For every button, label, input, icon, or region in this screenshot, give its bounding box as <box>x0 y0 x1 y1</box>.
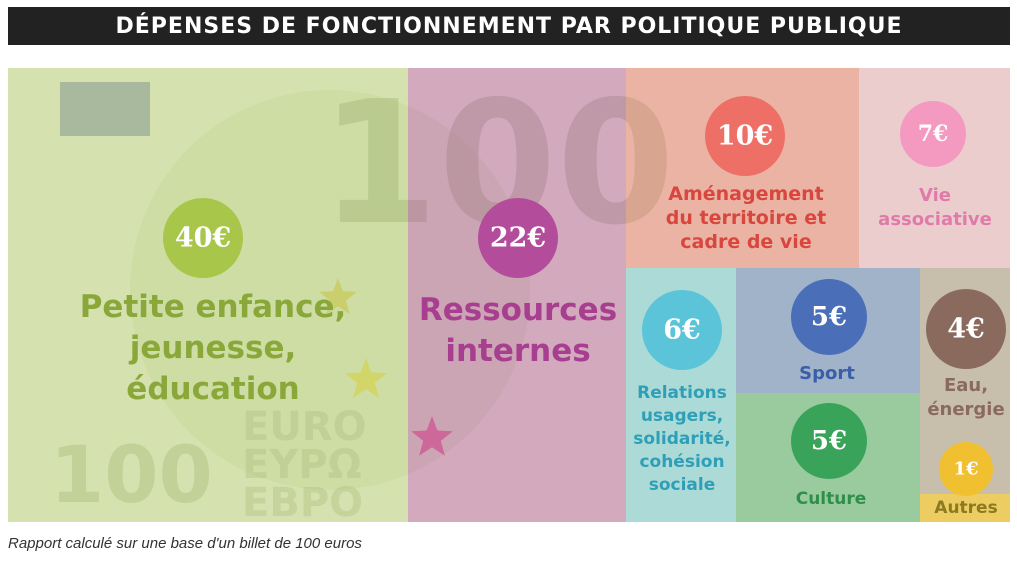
banknote-star-icon <box>345 358 387 398</box>
tile-rect-autres <box>920 494 1010 522</box>
tile-autres: 1€ Autres <box>920 442 1010 522</box>
value-label-sport: 5€ <box>811 302 847 332</box>
value-label-culture: 5€ <box>811 426 847 456</box>
banknote-word: EBPO <box>242 480 363 526</box>
value-label-petite-enfance: 40€ <box>175 223 231 254</box>
category-label-eau-energie: Eau, énergie <box>927 375 1004 420</box>
category-label-autres: Autres <box>934 498 997 518</box>
tile-rect-petite-enfance <box>8 68 408 522</box>
tile-ressources-internes: 22€ Ressources internes <box>408 68 626 522</box>
treemap-tiles: 40€ Petite enfance, jeunesse, éducation 22€ R… <box>8 68 1010 522</box>
banknote-word: EYPΩ <box>242 442 362 488</box>
value-badge-sport <box>791 279 867 355</box>
banknote-circle <box>130 90 530 490</box>
banknote-star-icon <box>411 416 453 456</box>
tile-culture: 5€ Culture <box>736 393 920 522</box>
value-label-eau-energie: 4€ <box>947 314 985 345</box>
value-badge-ressources-internes <box>478 198 558 278</box>
category-label-ressources-internes: Ressources internes <box>419 292 617 369</box>
banknote-hologram <box>60 82 150 136</box>
value-badge-petite-enfance <box>163 198 243 278</box>
banknote-small-number: 100 <box>50 431 213 521</box>
category-label-sport: Sport <box>799 363 855 384</box>
banknote-star-icon <box>319 278 357 315</box>
tile-sport: 5€ Sport <box>736 268 920 393</box>
category-label-culture: Culture <box>796 489 867 509</box>
footnote: Rapport calculé sur une base d'un billet… <box>8 535 362 552</box>
tile-amenagement: 10€ Aménagement du territoire et cadre de v… <box>626 68 859 268</box>
tile-rect-ressources-internes <box>408 68 626 522</box>
tile-rect-vie-associative <box>859 68 1010 268</box>
value-label-vie-associative: 7€ <box>918 121 949 147</box>
value-badge-vie-associative <box>900 101 966 167</box>
value-badge-amenagement <box>705 96 785 176</box>
category-label-vie-associative: Vie associative <box>878 185 992 230</box>
category-label-amenagement: Aménagement du territoire et cadre de vie <box>666 183 826 253</box>
category-label-relations-usagers: Relations usagers, solidarité, cohésion soci… <box>633 383 730 495</box>
chart-title: DÉPENSES DE FONCTIONNEMENT PAR POLITIQUE… <box>8 7 1010 45</box>
category-label-petite-enfance: Petite enfance, jeunesse, éducation <box>80 289 347 407</box>
value-badge-autres <box>939 442 993 496</box>
tile-relations-usagers: 6€ Relations usagers, solidarité, cohésion so… <box>626 268 736 522</box>
tile-vie-associative: 7€ Vie associative <box>859 68 1010 268</box>
value-label-ressources-internes: 22€ <box>490 223 546 254</box>
value-badge-culture <box>791 403 867 479</box>
banknote-word: EURO <box>242 404 367 450</box>
tile-petite-enfance: 40€ Petite enfance, jeunesse, éducation <box>8 68 408 522</box>
value-label-relations-usagers: 6€ <box>663 315 701 346</box>
value-badge-relations-usagers <box>642 290 722 370</box>
value-label-amenagement: 10€ <box>717 121 773 152</box>
value-label-autres: 1€ <box>953 459 978 480</box>
tile-eau-energie: 4€ Eau, énergie <box>920 268 1010 494</box>
value-badge-eau-energie <box>926 289 1006 369</box>
